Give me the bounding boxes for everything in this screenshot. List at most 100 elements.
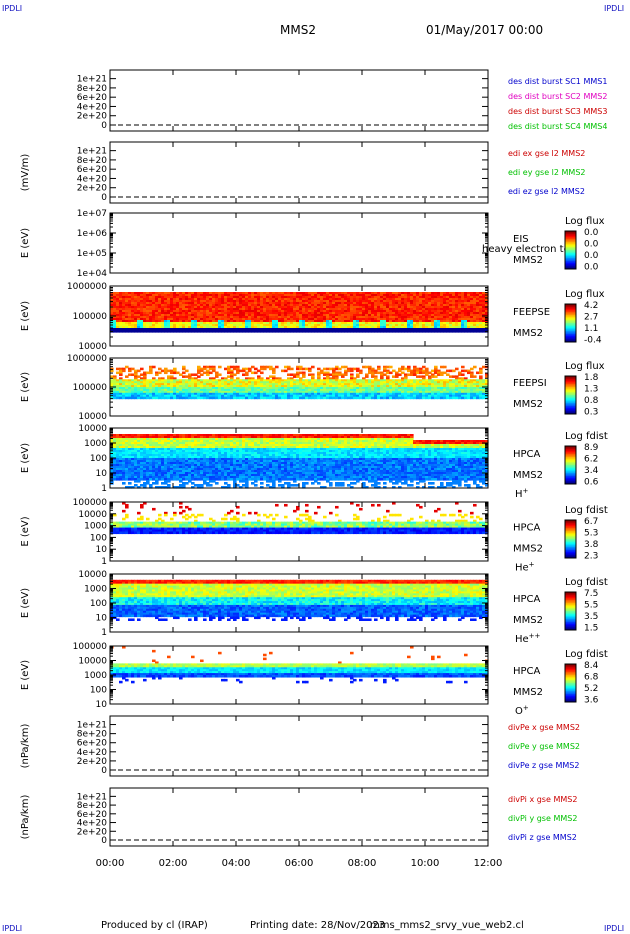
heatmap-cell bbox=[425, 296, 429, 299]
heatmap-cell bbox=[116, 326, 120, 329]
heatmap-cell bbox=[473, 324, 477, 327]
heatmap-cell bbox=[164, 304, 168, 307]
heatmap-cell bbox=[263, 381, 267, 384]
heatmap-cell bbox=[443, 302, 447, 305]
heatmap-cell bbox=[326, 324, 330, 327]
heatmap-cell bbox=[362, 296, 366, 299]
heatmap-cell bbox=[128, 296, 132, 299]
heatmap-cell bbox=[347, 320, 351, 323]
heatmap-cell bbox=[356, 328, 360, 331]
heatmap-cell bbox=[323, 306, 327, 309]
heatmap-cell bbox=[116, 306, 120, 309]
heatmap-cell bbox=[278, 302, 282, 305]
heatmap-cell bbox=[302, 314, 306, 317]
heatmap-cell bbox=[215, 390, 219, 394]
heatmap-cell bbox=[170, 304, 174, 307]
heatmap-cell bbox=[455, 306, 459, 309]
heatmap-cell bbox=[248, 392, 252, 396]
heatmap-cell bbox=[368, 330, 372, 333]
heatmap-cell bbox=[242, 330, 246, 333]
heatmap-cell bbox=[305, 383, 309, 386]
heatmap-cell bbox=[344, 394, 348, 398]
heatmap-cell bbox=[209, 312, 213, 315]
heatmap-cell bbox=[347, 392, 351, 396]
heatmap-cell bbox=[266, 296, 270, 299]
heatmap-cell bbox=[137, 328, 141, 331]
heatmap-cell bbox=[260, 392, 264, 396]
heatmap-cell bbox=[386, 396, 390, 400]
heatmap-cell bbox=[269, 320, 273, 323]
heatmap-cell bbox=[281, 310, 285, 313]
heatmap-cell bbox=[377, 314, 381, 317]
heatmap-cell bbox=[245, 316, 249, 319]
heatmap-cell bbox=[143, 316, 147, 319]
heatmap-cell bbox=[176, 304, 180, 307]
heatmap-cell bbox=[461, 310, 465, 313]
heatmap-cell bbox=[413, 294, 417, 297]
heatmap-cell bbox=[236, 304, 240, 307]
heatmap-cell bbox=[239, 326, 243, 329]
heatmap-cell bbox=[461, 365, 465, 369]
heatmap-cell bbox=[275, 324, 279, 327]
heatmap-cell bbox=[404, 387, 408, 390]
heatmap-cell bbox=[416, 385, 420, 388]
heatmap-cell bbox=[272, 369, 276, 373]
heatmap-cell bbox=[437, 385, 441, 388]
heatmap-cell bbox=[386, 385, 390, 388]
heatmap-cell bbox=[455, 367, 459, 371]
heatmap-cell bbox=[344, 387, 348, 390]
plot-frame bbox=[109, 69, 489, 132]
heatmap-cell bbox=[170, 322, 174, 325]
heatmap-cell bbox=[272, 304, 276, 307]
heatmap-cell bbox=[383, 310, 387, 313]
heatmap-cell bbox=[416, 387, 420, 390]
heatmap-cell bbox=[293, 304, 297, 307]
heatmap-cell bbox=[419, 385, 423, 388]
heatmap-cell bbox=[146, 314, 150, 317]
heatmap-cell bbox=[212, 322, 216, 325]
heatmap-cell bbox=[119, 314, 123, 317]
heatmap-cell bbox=[191, 304, 195, 307]
heatmap-cell bbox=[476, 320, 480, 323]
heatmap-cell bbox=[485, 314, 489, 317]
heatmap-cell bbox=[329, 324, 333, 327]
heatmap-cell bbox=[200, 304, 204, 307]
heatmap-cell bbox=[317, 306, 321, 309]
heatmap-cell bbox=[404, 375, 408, 378]
heatmap-cell bbox=[242, 383, 246, 386]
heatmap-cell bbox=[272, 302, 276, 305]
heatmap-cell bbox=[341, 314, 345, 317]
heatmap-cell bbox=[398, 292, 402, 295]
heatmap-cell bbox=[293, 390, 297, 394]
heatmap-cell bbox=[323, 318, 327, 321]
heatmap-cell bbox=[230, 306, 234, 309]
heatmap-cell bbox=[218, 394, 222, 398]
heatmap-cell bbox=[227, 365, 231, 369]
heatmap-cell bbox=[257, 390, 261, 394]
heatmap-cell bbox=[206, 394, 210, 398]
heatmap-cell bbox=[218, 330, 222, 333]
heatmap-cell bbox=[341, 292, 345, 295]
heatmap-cell bbox=[230, 371, 234, 375]
heatmap-cell bbox=[176, 306, 180, 309]
heatmap-cell bbox=[311, 328, 315, 331]
heatmap-cell bbox=[323, 304, 327, 307]
heatmap-cell bbox=[350, 320, 354, 323]
heatmap-cell bbox=[401, 302, 405, 305]
heatmap-cell bbox=[422, 394, 426, 398]
heatmap-cell bbox=[110, 310, 114, 313]
heatmap-cell bbox=[350, 367, 354, 371]
heatmap-cell bbox=[155, 310, 159, 313]
heatmap-cell bbox=[320, 328, 324, 331]
heatmap-cell bbox=[359, 298, 363, 301]
heatmap-cell bbox=[410, 381, 414, 384]
heatmap-cell bbox=[122, 326, 126, 329]
heatmap-cell bbox=[161, 328, 165, 331]
heatmap-cell bbox=[167, 396, 171, 400]
heatmap-cell bbox=[179, 326, 183, 329]
heatmap-cell bbox=[338, 383, 342, 386]
heatmap-cell bbox=[446, 328, 450, 331]
heatmap-cell bbox=[140, 322, 144, 325]
heatmap-cell bbox=[146, 383, 150, 386]
heatmap-cell bbox=[257, 392, 261, 396]
